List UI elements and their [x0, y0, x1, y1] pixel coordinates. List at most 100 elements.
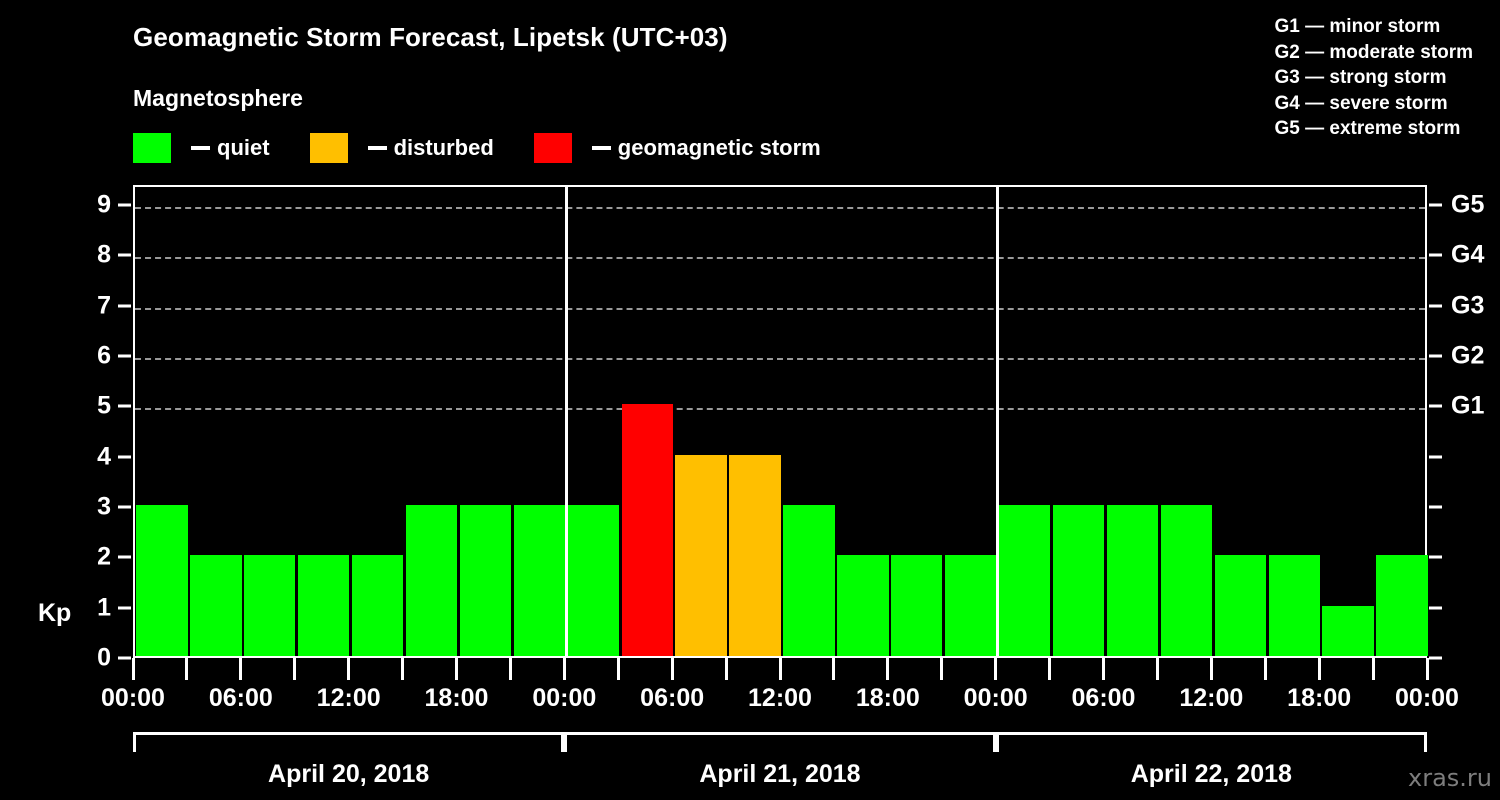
- x-tick-label-11: 18:00: [1287, 684, 1352, 712]
- y-tick-label-4: 4: [97, 442, 111, 471]
- bar[interactable]: [351, 555, 404, 656]
- chart-subtitle: Magnetosphere: [133, 85, 303, 111]
- bar[interactable]: [298, 555, 350, 656]
- bar[interactable]: [1160, 505, 1213, 656]
- x-tick-0: [131, 658, 135, 680]
- gridline-kp-8: [135, 257, 1425, 260]
- x-tick-4: [347, 658, 351, 680]
- bar[interactable]: [459, 505, 512, 656]
- right-axis-tick-kp-6: [1429, 354, 1442, 358]
- y-tick-label-5: 5: [97, 391, 111, 420]
- date-label-1: April 20, 2018: [268, 760, 430, 788]
- bar[interactable]: [136, 505, 188, 656]
- y-tick-label-3: 3: [97, 492, 111, 521]
- bar[interactable]: [244, 555, 296, 656]
- y-axis-title: Kp: [38, 599, 72, 627]
- x-tick-7: [508, 658, 512, 680]
- date-bracket-1: April 20, 2018: [133, 732, 565, 788]
- x-tick-12: [778, 658, 782, 680]
- x-tick-9: [616, 658, 620, 680]
- x-tick-16: [994, 658, 998, 680]
- bar[interactable]: [1376, 555, 1428, 656]
- y-tick-6: [118, 354, 131, 358]
- right-axis-label-G4: G4: [1451, 240, 1485, 269]
- date-bracket-line: [995, 732, 1427, 735]
- watermark: xras.ru: [1408, 764, 1492, 792]
- right-axis-tick-kp-7: [1429, 304, 1442, 308]
- y-tick-1: [118, 606, 131, 610]
- y-tick-5: [118, 404, 131, 408]
- bar[interactable]: [945, 555, 997, 656]
- x-tick-19: [1155, 658, 1159, 680]
- bar[interactable]: [783, 505, 835, 656]
- y-tick-8: [118, 253, 131, 257]
- bar[interactable]: [621, 404, 673, 656]
- x-tick-20: [1209, 658, 1213, 680]
- x-tick-15: [940, 658, 944, 680]
- x-axis: 00:00 06:00 12:00 18:00 00:00 06:00 12:00 18:00…: [101, 658, 1459, 800]
- disturbed-swatch: [309, 133, 348, 163]
- g-scale-row-4: G4 — severe storm: [1274, 92, 1448, 114]
- x-tick-3: [293, 658, 297, 680]
- bar[interactable]: [729, 454, 781, 656]
- g-scale-legend: G1 — minor storm G2 — moderate storm G3 — …: [1275, 14, 1474, 142]
- bar[interactable]: [513, 505, 566, 656]
- right-axis-tick-kp-8: [1429, 253, 1442, 257]
- y-tick-label-9: 9: [97, 190, 111, 219]
- right-axis-tick-kp-5: [1429, 404, 1442, 408]
- x-tick-2: [239, 658, 243, 680]
- x-tick-label-12: 00:00: [1395, 684, 1459, 712]
- x-tick-8: [562, 658, 566, 680]
- storm-swatch: [533, 133, 572, 163]
- x-tick-label-2: 12:00: [316, 684, 381, 712]
- date-bracket-cap-right: [561, 732, 565, 752]
- bar[interactable]: [1106, 505, 1159, 656]
- x-tick-6: [455, 658, 458, 680]
- page-title: Geomagnetic Storm Forecast, Lipetsk (UTC…: [133, 22, 728, 52]
- bar[interactable]: [998, 505, 1051, 656]
- day-separator-1: [564, 187, 568, 656]
- gridline-kp-6: [135, 358, 1425, 361]
- legend-item-label: geomagnetic storm: [617, 135, 821, 160]
- bar[interactable]: [837, 555, 889, 656]
- quiet-swatch: [133, 133, 171, 163]
- day-separator-2: [996, 187, 1000, 656]
- x-tick-23: [1371, 658, 1375, 680]
- bar[interactable]: [1268, 555, 1320, 656]
- legend-item-1: disturbed: [309, 133, 494, 163]
- plot-area: [133, 185, 1428, 658]
- g-scale-row-1: G1 — minor storm: [1274, 16, 1441, 37]
- date-bracket-cap-right: [1423, 732, 1427, 752]
- bar[interactable]: [405, 505, 458, 656]
- bar[interactable]: [891, 555, 943, 656]
- x-tick-10: [670, 658, 674, 680]
- bar[interactable]: [1052, 505, 1105, 656]
- date-label-3: April 22, 2018: [1130, 760, 1292, 788]
- legend-dash-icon: [191, 146, 210, 150]
- right-axis-tick-kp-1: [1429, 606, 1442, 610]
- x-tick-label-5: 06:00: [640, 684, 705, 712]
- x-tick-label-10: 12:00: [1179, 684, 1244, 712]
- bar[interactable]: [567, 505, 619, 656]
- y-tick-label-7: 7: [97, 291, 111, 320]
- y-tick-4: [118, 455, 131, 459]
- x-tick-1: [185, 658, 189, 680]
- x-tick-5: [401, 658, 405, 680]
- bar[interactable]: [675, 454, 727, 656]
- date-bracket-cap-right: [992, 732, 996, 752]
- bar[interactable]: [1322, 605, 1374, 656]
- gridline-kp-9: [135, 207, 1425, 210]
- date-bracket-line: [564, 732, 996, 735]
- g-scale-row-5: G5 — extreme storm: [1274, 118, 1461, 139]
- right-axis-label-G3: G3: [1451, 291, 1485, 320]
- x-tick-label-3: 18:00: [424, 684, 489, 712]
- bar[interactable]: [1214, 555, 1266, 656]
- legend-item-label: disturbed: [393, 135, 494, 160]
- x-tick-18: [1102, 658, 1105, 680]
- legend-item-label: quiet: [217, 135, 270, 160]
- x-tick-label-7: 18:00: [855, 684, 920, 712]
- y-tick-0: [118, 656, 131, 660]
- legend-item-0: quiet: [133, 133, 270, 163]
- legend-dash-icon: [591, 146, 611, 150]
- bar[interactable]: [190, 555, 242, 656]
